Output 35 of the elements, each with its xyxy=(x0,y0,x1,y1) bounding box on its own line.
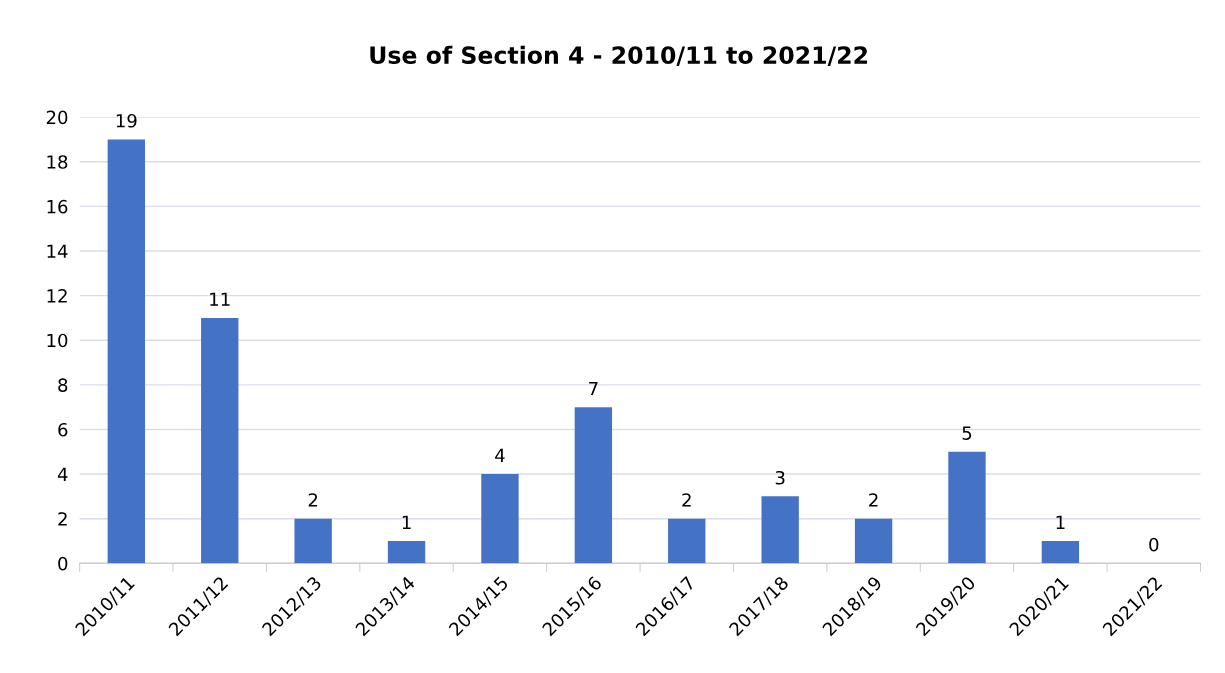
y-tick-label: 4 xyxy=(57,467,68,481)
chart-title: Use of Section 4 - 2010/11 to 2021/22 xyxy=(370,45,867,66)
y-tick-label: 0 xyxy=(58,556,68,571)
y-tick-label: 20 xyxy=(46,110,68,125)
y-tick-label: 18 xyxy=(47,155,68,169)
bar xyxy=(201,317,239,564)
data-label: 11 xyxy=(210,292,230,306)
data-label: 3 xyxy=(775,470,785,485)
data-label: 1 xyxy=(1056,515,1065,529)
bar xyxy=(574,407,613,564)
data-label: 0 xyxy=(1149,537,1159,552)
data-label: 2 xyxy=(308,493,318,507)
y-tick-label: 8 xyxy=(58,378,68,392)
data-label: 2 xyxy=(682,493,691,507)
y-tick-label: 12 xyxy=(47,289,67,303)
bar xyxy=(854,518,893,564)
bar xyxy=(1041,540,1080,564)
bar xyxy=(761,496,799,564)
data-label: 2 xyxy=(869,493,878,507)
y-tick-label: 14 xyxy=(47,244,68,258)
y-tick-label: 10 xyxy=(47,333,68,348)
bar xyxy=(387,540,426,564)
data-label: 1 xyxy=(402,515,411,529)
data-label: 5 xyxy=(962,426,972,440)
y-tick-label: 6 xyxy=(58,422,68,437)
y-tick-label: 2 xyxy=(58,512,67,526)
bar xyxy=(668,518,706,564)
bar xyxy=(107,139,146,564)
bar xyxy=(948,451,986,564)
data-label: 7 xyxy=(589,381,598,396)
y-tick-label: 16 xyxy=(47,199,68,214)
bar xyxy=(294,518,332,564)
data-label: 4 xyxy=(495,448,505,462)
bar xyxy=(481,474,519,564)
data-label: 19 xyxy=(116,113,137,128)
